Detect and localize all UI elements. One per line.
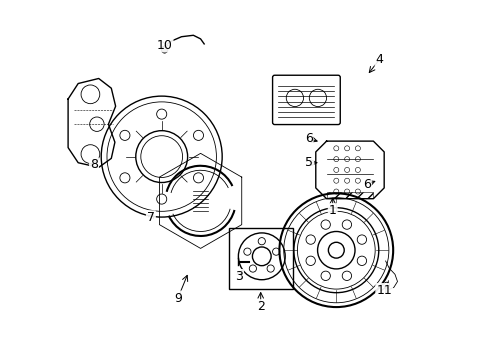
Text: 7: 7 [146, 211, 155, 224]
Text: 6: 6 [362, 178, 370, 191]
Text: 6: 6 [304, 132, 312, 145]
Text: 9: 9 [174, 292, 182, 305]
Text: 4: 4 [375, 53, 383, 66]
Text: 8: 8 [90, 158, 98, 171]
Text: 5: 5 [305, 156, 313, 169]
Text: 3: 3 [235, 270, 243, 283]
Text: 11: 11 [376, 284, 391, 297]
Text: 1: 1 [328, 204, 336, 217]
Text: 10: 10 [156, 39, 172, 51]
Text: 2: 2 [256, 300, 264, 313]
Circle shape [161, 46, 167, 53]
Bar [229, 228, 293, 289]
